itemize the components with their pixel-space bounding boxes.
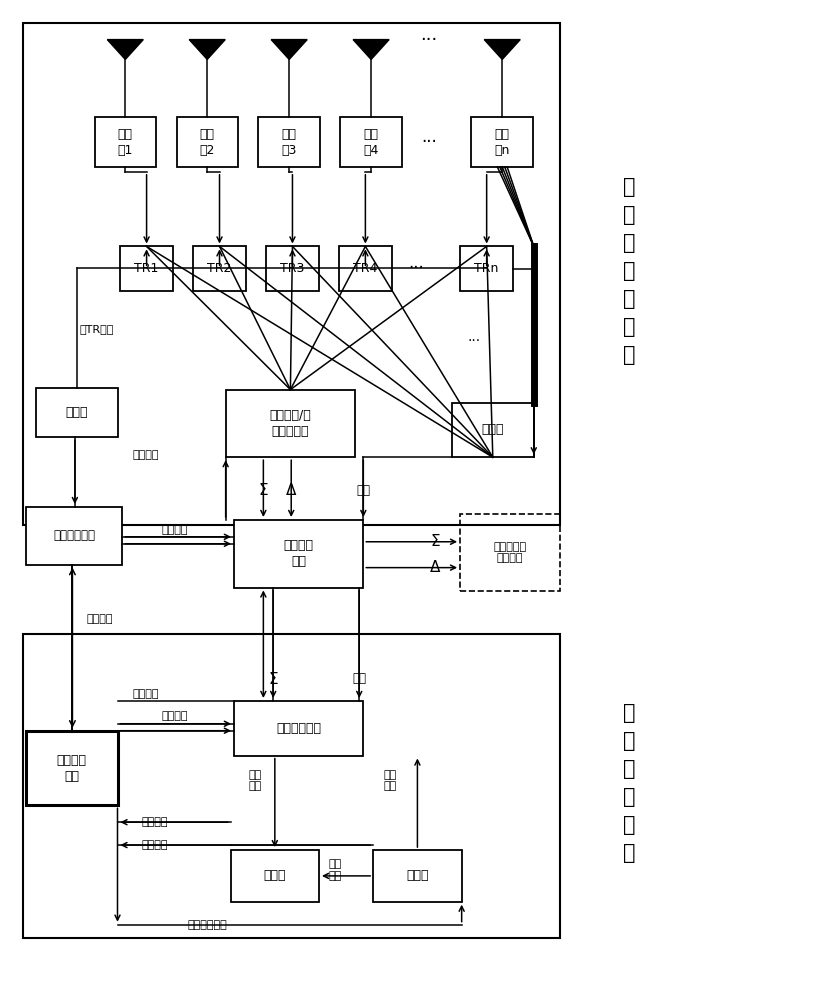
Text: TR3: TR3	[280, 262, 304, 275]
FancyBboxPatch shape	[373, 850, 462, 902]
FancyBboxPatch shape	[193, 246, 246, 291]
Text: 控制信号: 控制信号	[162, 711, 188, 721]
FancyBboxPatch shape	[452, 403, 534, 457]
FancyBboxPatch shape	[26, 731, 117, 805]
Polygon shape	[484, 40, 521, 59]
Text: 校准: 校准	[356, 484, 370, 497]
Polygon shape	[271, 40, 307, 59]
Text: 波控器: 波控器	[65, 406, 87, 419]
Text: 耦合
器3: 耦合 器3	[281, 127, 297, 156]
Text: 控制信号: 控制信号	[162, 525, 188, 535]
Text: 发射
信号: 发射 信号	[384, 770, 397, 791]
Text: TRn: TRn	[474, 262, 499, 275]
FancyBboxPatch shape	[177, 117, 238, 167]
Text: Σ: Σ	[431, 534, 441, 549]
Text: 接收中频: 接收中频	[141, 817, 167, 827]
FancyBboxPatch shape	[339, 246, 392, 291]
FancyBboxPatch shape	[95, 117, 156, 167]
Text: 收发转换开关: 收发转换开关	[276, 722, 321, 735]
Text: Δ: Δ	[286, 483, 296, 498]
Text: 接收
信号: 接收 信号	[248, 770, 262, 791]
Text: 通信接口: 通信接口	[133, 689, 159, 699]
Text: 通信接口: 通信接口	[87, 614, 113, 624]
Text: 功率分配/波
束形成网络: 功率分配/波 束形成网络	[270, 409, 311, 438]
Text: TR4: TR4	[353, 262, 378, 275]
Text: 信号处理
单元: 信号处理 单元	[57, 754, 87, 783]
Text: 微波开关
矩阵: 微波开关 矩阵	[284, 539, 314, 568]
Polygon shape	[107, 40, 144, 59]
Text: 控TR移相: 控TR移相	[80, 324, 114, 334]
Text: 耦合
器n: 耦合 器n	[494, 127, 510, 156]
Text: 通信接口: 通信接口	[133, 450, 159, 460]
Text: 相
控
阵
天
线
阵
面: 相 控 阵 天 线 阵 面	[624, 177, 636, 365]
Text: 耦合
器4: 耦合 器4	[364, 127, 379, 156]
Polygon shape	[353, 40, 389, 59]
Text: ···: ···	[420, 31, 437, 49]
Text: 设备主功能
处理通道: 设备主功能 处理通道	[493, 542, 526, 564]
Text: Σ: Σ	[268, 672, 278, 686]
Polygon shape	[189, 40, 225, 59]
Text: 发射机: 发射机	[406, 869, 429, 882]
FancyBboxPatch shape	[26, 507, 122, 565]
FancyBboxPatch shape	[120, 246, 173, 291]
Text: ···: ···	[421, 133, 436, 151]
FancyBboxPatch shape	[341, 117, 402, 167]
Text: 参考
信号: 参考 信号	[328, 859, 342, 881]
Text: ···: ···	[468, 334, 480, 348]
Text: 校
准
测
试
设
备: 校 准 测 试 设 备	[624, 703, 636, 863]
Text: Σ: Σ	[258, 483, 268, 498]
Text: 接收机: 接收机	[263, 869, 286, 882]
Text: 功分器: 功分器	[482, 423, 504, 436]
Text: 综合控制分机: 综合控制分机	[53, 529, 95, 542]
FancyBboxPatch shape	[230, 850, 319, 902]
Text: 校准: 校准	[352, 672, 366, 686]
FancyBboxPatch shape	[258, 117, 320, 167]
FancyBboxPatch shape	[226, 390, 355, 457]
Text: 脉冲调制信号: 脉冲调制信号	[188, 920, 228, 930]
Text: 耦合
器2: 耦合 器2	[200, 127, 215, 156]
FancyBboxPatch shape	[35, 388, 117, 437]
FancyBboxPatch shape	[472, 117, 533, 167]
FancyBboxPatch shape	[233, 701, 363, 756]
Text: 参考中频: 参考中频	[141, 840, 167, 850]
Text: TR1: TR1	[134, 262, 158, 275]
Text: Δ: Δ	[431, 560, 441, 575]
FancyBboxPatch shape	[233, 520, 363, 588]
FancyBboxPatch shape	[266, 246, 319, 291]
Text: TR2: TR2	[207, 262, 232, 275]
Text: ···: ···	[408, 259, 425, 277]
Text: 耦合
器1: 耦合 器1	[118, 127, 133, 156]
FancyBboxPatch shape	[460, 246, 513, 291]
